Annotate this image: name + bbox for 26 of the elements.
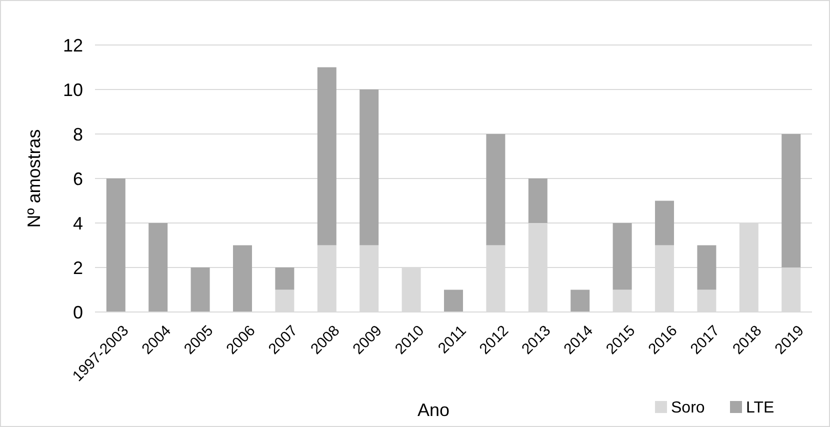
bar [570, 290, 590, 312]
bar [360, 90, 379, 246]
bar [190, 268, 210, 312]
bar [148, 223, 168, 312]
y-tick-label: 2 [72, 258, 83, 278]
y-tick-label: 8 [72, 124, 83, 144]
legend-label: LTE [746, 400, 774, 417]
y-tick-label: 10 [62, 80, 83, 100]
bar [612, 223, 632, 290]
x-axis-title: Ano [417, 400, 450, 420]
bar [782, 134, 801, 268]
bar [233, 245, 252, 312]
bar [697, 245, 716, 290]
legend-label: Soro [671, 400, 705, 417]
y-axis-title: Nº amostras [24, 129, 44, 228]
y-tick-label: 4 [72, 213, 83, 234]
bar [655, 200, 674, 246]
bar [444, 290, 463, 312]
y-tick-label: 0 [72, 302, 83, 322]
y-tick-label: 12 [62, 35, 83, 56]
bar [486, 134, 506, 246]
bar [106, 178, 126, 312]
bar [317, 67, 336, 246]
bar [528, 178, 548, 223]
y-tick-label: 6 [72, 168, 83, 189]
bar [275, 268, 294, 290]
